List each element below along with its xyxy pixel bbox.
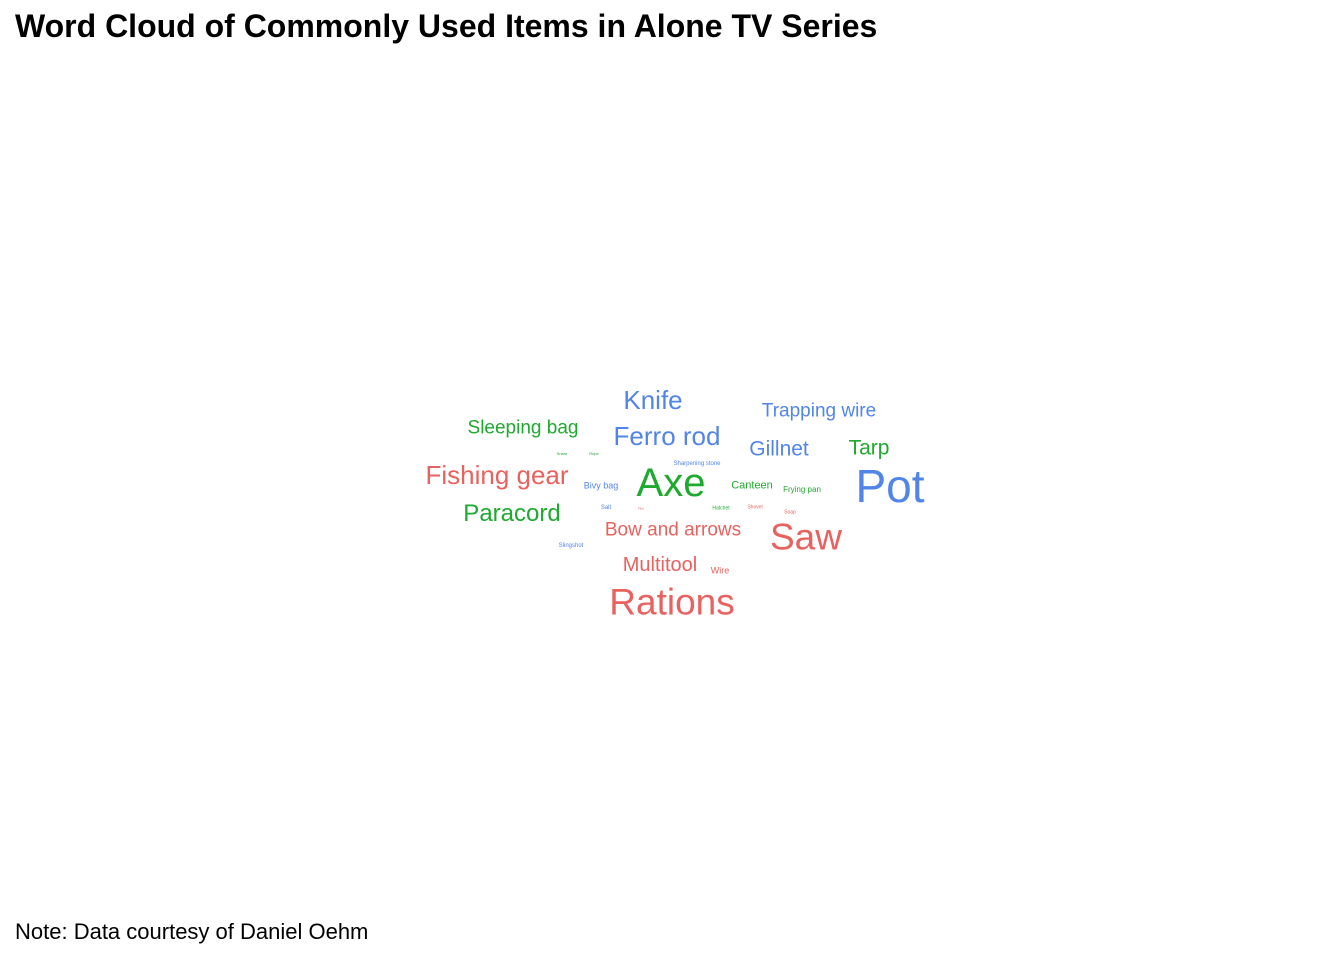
chart-caption: Note: Data courtesy of Daniel Oehm [15, 919, 369, 944]
word-sleeping-bag: Sleeping bag [467, 417, 579, 439]
word-frying-pan: Frying pan [783, 485, 821, 494]
word-knife: Knife [623, 385, 683, 415]
chart-title: Word Cloud of Commonly Used Items in Alo… [15, 8, 878, 44]
word-fishing-gear: Fishing gear [425, 460, 569, 490]
word-soap: Soap [784, 509, 796, 516]
word-sharpening-stone: Sharpening stone [673, 461, 721, 467]
word-pot: Pot [855, 460, 925, 512]
word-multitool: Multitool [622, 554, 698, 576]
word-wire: Wire [710, 565, 730, 576]
word-bow-and-arrows: Bow and arrows [604, 519, 742, 541]
word-tarp: Tarp [848, 436, 890, 460]
word-saw: Saw [770, 516, 842, 558]
word-hatchet: Hatchet [712, 505, 730, 512]
word-snare: Snare [556, 451, 568, 456]
word-slingshot: Slingshot [558, 543, 584, 549]
word-trapping-wire: Trapping wire [761, 400, 877, 422]
word-ferro-rod: Ferro rod [613, 421, 721, 451]
word-gillnet: Gillnet [749, 437, 809, 461]
word-paracord: Paracord [463, 500, 561, 527]
word-rations: Rations [609, 581, 735, 623]
word-bivy-bag: Bivy bag [583, 480, 619, 491]
word-axe: Axe [636, 461, 706, 505]
word-shovel: Shovel [747, 504, 763, 511]
word-flint: Flint [638, 506, 644, 511]
word-canteen: Canteen [731, 479, 773, 492]
word-rope: Rope [589, 451, 599, 456]
word-salt: Salt [600, 505, 612, 511]
